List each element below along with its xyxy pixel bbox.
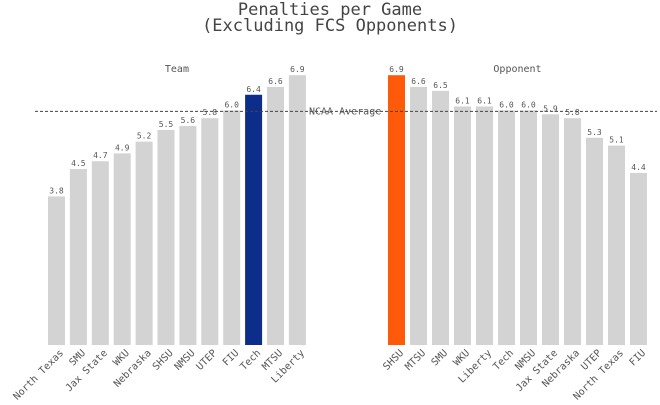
opponent-bar-tech (498, 110, 515, 346)
opponent-bar-mtsu (410, 86, 427, 345)
team-bar-utep (201, 118, 219, 345)
opponent-category-label-mtsu: MTSU (403, 348, 428, 373)
opponent-value-label-utep: 5.3 (587, 128, 602, 137)
opponent-panel-title: Opponent (493, 64, 541, 75)
team-bar-shsu (157, 129, 175, 345)
team-value-label-liberty: 6.9 (290, 65, 305, 74)
team-category-label-tech: Tech (238, 348, 263, 373)
team-bar-nmsu (179, 126, 197, 345)
opponent-value-label-liberty: 6.1 (477, 96, 492, 105)
opponent-bar-fiu (630, 172, 647, 345)
opponent-value-label-nmsu: 6.0 (521, 100, 536, 109)
team-bar-nebraska (135, 141, 153, 345)
team-category-label-nmsu: NMSU (173, 348, 198, 373)
team-category-label-utep: UTEP (195, 348, 220, 373)
ncaa-average-label: NCAA Average (309, 106, 381, 117)
opponent-value-label-shsu: 6.9 (389, 65, 404, 74)
team-value-label-wku: 4.9 (115, 143, 130, 152)
team-value-label-jax-state: 4.7 (93, 151, 108, 160)
team-category-label-north-texas: North Texas (12, 348, 67, 403)
team-category-label-shsu: SHSU (151, 348, 176, 373)
opponent-bar-north-texas (608, 145, 625, 345)
team-bar-fiu (223, 110, 241, 346)
team-bar-tech (245, 94, 263, 345)
opponent-value-label-wku: 6.1 (455, 96, 470, 105)
chart-subtitle: (Excluding FCS Opponents) (202, 16, 458, 36)
opponent-bar-wku (454, 106, 471, 346)
team-value-label-shsu: 5.5 (159, 120, 174, 129)
opponent-bar-smu (432, 90, 449, 345)
ncaa-average-reference: NCAA Average (35, 106, 657, 117)
opponent-value-label-nebraska: 5.8 (565, 108, 580, 117)
opponent-value-label-jax-state: 5.9 (543, 104, 558, 113)
team-value-label-mtsu: 6.6 (268, 77, 283, 86)
opponent-value-label-north-texas: 5.1 (609, 136, 624, 145)
team-value-label-fiu: 6.0 (224, 100, 239, 109)
opponent-category-label-tech: Tech (491, 348, 516, 373)
opponent-value-label-smu: 6.5 (433, 81, 448, 90)
opponent-bar-nebraska (564, 118, 581, 345)
team-bar-jax-state (91, 161, 109, 345)
opponent-value-label-fiu: 4.4 (631, 163, 646, 172)
team-value-label-nmsu: 5.6 (181, 116, 196, 125)
opponent-category-label-fiu: FIU (628, 348, 649, 369)
team-bar-liberty (288, 75, 306, 346)
opponent-value-label-mtsu: 6.6 (411, 77, 426, 86)
team-value-label-smu: 4.5 (71, 159, 86, 168)
team-bar-smu (69, 169, 87, 345)
opponent-panel: Opponent6.9SHSU6.6MTSU6.5SMU6.1WKU6.1Lib… (381, 64, 648, 402)
opponent-bar-utep (586, 137, 603, 345)
opponent-bar-jax-state (542, 114, 559, 345)
team-value-label-north-texas: 3.8 (49, 186, 64, 195)
opponent-bar-nmsu (520, 110, 537, 346)
team-value-label-nebraska: 5.2 (137, 132, 152, 141)
chart-title: Penalties per Game (237, 0, 423, 20)
team-panel-title: Team (165, 64, 189, 75)
opponent-bar-liberty (476, 106, 493, 346)
team-bar-north-texas (48, 196, 65, 345)
team-bar-mtsu (267, 86, 284, 345)
team-value-label-tech: 6.4 (246, 85, 261, 94)
opponent-category-label-smu: SMU (430, 348, 451, 369)
opponent-bar-shsu (388, 75, 405, 346)
opponent-category-label-shsu: SHSU (381, 348, 406, 373)
team-value-label-utep: 5.8 (203, 108, 218, 117)
team-bar-wku (113, 153, 131, 345)
opponent-value-label-tech: 6.0 (499, 100, 514, 109)
